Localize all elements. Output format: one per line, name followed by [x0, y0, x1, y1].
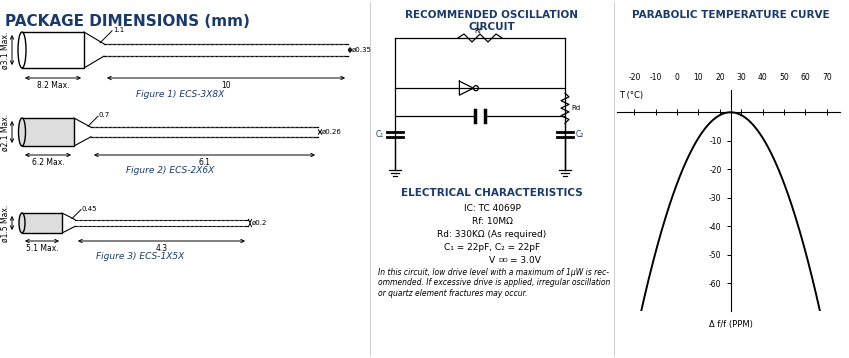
- Text: 1.1: 1.1: [113, 27, 124, 33]
- Text: T (°C): T (°C): [620, 91, 644, 100]
- Text: RECOMMENDED OSCILLATION
CIRCUIT: RECOMMENDED OSCILLATION CIRCUIT: [406, 10, 578, 32]
- Text: Figure 3) ECS-1X5X: Figure 3) ECS-1X5X: [96, 252, 184, 261]
- Text: = -16.0 PPM: = -16.0 PPM: [620, 258, 759, 267]
- Text: 6.1: 6.1: [199, 158, 211, 167]
- Ellipse shape: [19, 118, 25, 146]
- Bar: [22, 32, 84, 68]
- Text: 0.45: 0.45: [82, 205, 98, 212]
- Text: ø1.5 Max.: ø1.5 Max.: [1, 204, 10, 242]
- Text: 10: 10: [222, 81, 231, 90]
- Text: 6.2 Max.: 6.2 Max.: [31, 158, 65, 167]
- Text: 2) Change in frequency  = -0.04 PPM x (ΔT)²: 2) Change in frequency = -0.04 PPM x (ΔT…: [620, 234, 798, 243]
- Text: V: V: [489, 256, 495, 265]
- Text: PACKAGE DIMENSIONS (mm): PACKAGE DIMENSIONS (mm): [5, 14, 250, 29]
- Text: ø2.1 Max.: ø2.1 Max.: [1, 113, 10, 151]
- Text: ø0.26: ø0.26: [322, 129, 342, 135]
- Text: 5.1 Max.: 5.1 Max.: [25, 244, 59, 253]
- Text: C₂: C₂: [576, 130, 584, 139]
- Text: Δ f/f (PPM): Δ f/f (PPM): [709, 320, 752, 329]
- Text: Rf: Rf: [474, 28, 481, 34]
- Ellipse shape: [19, 213, 25, 233]
- Text: = 3.0V: = 3.0V: [510, 256, 541, 265]
- Bar: [22, 118, 74, 146]
- Text: C₁ = 22pF, C₂ = 22pF: C₁ = 22pF, C₂ = 22pF: [444, 243, 540, 252]
- Text: IC: TC 4069P: IC: TC 4069P: [464, 204, 520, 213]
- Text: 1) Change in T (°C)        = 45 - 25 = 20°C: 1) Change in T (°C) = 45 - 25 = 20°C: [620, 222, 786, 231]
- Text: Rd: Rd: [571, 105, 580, 111]
- Text: C₁: C₁: [376, 130, 384, 139]
- Text: 8.2 Max.: 8.2 Max.: [37, 81, 70, 90]
- Bar: [22, 213, 62, 233]
- Text: ø0.2: ø0.2: [252, 220, 267, 226]
- Text: 0.7: 0.7: [99, 112, 110, 118]
- Text: 4.3: 4.3: [155, 244, 167, 253]
- Text: DD: DD: [498, 258, 508, 263]
- Text: To determine frequency stability, use parabolic
curvature. For example: What is : To determine frequency stability, use pa…: [620, 188, 835, 207]
- Text: Rd: 330KΩ (As required): Rd: 330KΩ (As required): [437, 230, 547, 239]
- Text: ø0.35: ø0.35: [352, 47, 372, 53]
- Text: = -0.04 PPM x (20)²: = -0.04 PPM x (20)²: [620, 246, 789, 255]
- Text: Rf: 10MΩ: Rf: 10MΩ: [471, 217, 513, 226]
- Text: Figure 2) ECS-2X6X: Figure 2) ECS-2X6X: [126, 166, 214, 175]
- Text: ELECTRICAL CHARACTERISTICS: ELECTRICAL CHARACTERISTICS: [401, 188, 583, 198]
- Text: ø3.1 Max.: ø3.1 Max.: [1, 32, 10, 69]
- Text: In this circuit, low drive level with a maximum of 1μW is rec-
ommended. If exce: In this circuit, low drive level with a …: [378, 268, 610, 298]
- Ellipse shape: [18, 32, 26, 68]
- Text: PARABOLIC TEMPERATURE CURVE: PARABOLIC TEMPERATURE CURVE: [633, 10, 829, 20]
- Text: Figure 1) ECS-3X8X: Figure 1) ECS-3X8X: [136, 90, 224, 99]
